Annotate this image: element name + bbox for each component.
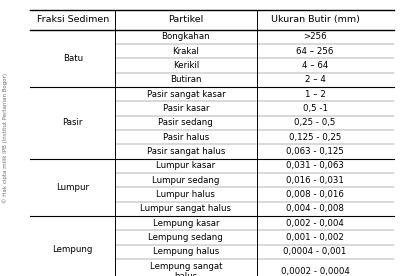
- Text: Pasir sangat halus: Pasir sangat halus: [147, 147, 225, 156]
- Text: Bongkahan: Bongkahan: [162, 32, 210, 41]
- Text: 0,5 -1: 0,5 -1: [303, 104, 328, 113]
- Text: Lumpur: Lumpur: [56, 183, 89, 192]
- Text: 0,063 - 0,125: 0,063 - 0,125: [286, 147, 344, 156]
- Text: 0,0004 - 0,001: 0,0004 - 0,001: [284, 248, 347, 256]
- Text: Lempung sangat
halus: Lempung sangat halus: [149, 262, 222, 276]
- Text: Pasir kasar: Pasir kasar: [162, 104, 209, 113]
- Text: 1 – 2: 1 – 2: [305, 90, 326, 99]
- Text: Lumpur sedang: Lumpur sedang: [152, 176, 219, 185]
- Text: Lempung sedang: Lempung sedang: [148, 233, 223, 242]
- Text: 0,031 - 0,063: 0,031 - 0,063: [286, 161, 344, 170]
- Text: 64 – 256: 64 – 256: [297, 47, 334, 55]
- Text: Pasir sangat kasar: Pasir sangat kasar: [147, 90, 225, 99]
- Text: Lempung: Lempung: [53, 245, 93, 254]
- Text: 2 – 4: 2 – 4: [305, 75, 326, 84]
- Text: 0,0002 - 0,0004: 0,0002 - 0,0004: [281, 267, 349, 276]
- Text: 0,125 - 0,25: 0,125 - 0,25: [289, 133, 341, 142]
- Text: Partikel: Partikel: [168, 15, 204, 24]
- Text: Pasir sedang: Pasir sedang: [158, 118, 213, 127]
- Text: Butiran: Butiran: [170, 75, 202, 84]
- Text: 0,016 - 0,031: 0,016 - 0,031: [286, 176, 344, 185]
- Text: Lempung kasar: Lempung kasar: [153, 219, 219, 228]
- Text: 0,008 - 0,016: 0,008 - 0,016: [286, 190, 344, 199]
- Text: Ukuran Butir (mm): Ukuran Butir (mm): [271, 15, 360, 24]
- Text: 0,004 - 0,008: 0,004 - 0,008: [286, 205, 344, 213]
- Text: >256: >256: [303, 32, 327, 41]
- Text: Lumpur sangat halus: Lumpur sangat halus: [140, 205, 231, 213]
- Text: 0,002 - 0,004: 0,002 - 0,004: [286, 219, 344, 228]
- Text: © Hak cipta milik IPB (Institut Pertanian Bogor): © Hak cipta milik IPB (Institut Pertania…: [2, 73, 8, 203]
- Text: Krakal: Krakal: [173, 47, 199, 55]
- Text: Pasir halus: Pasir halus: [163, 133, 209, 142]
- Text: Kerikil: Kerikil: [173, 61, 199, 70]
- Text: Pasir: Pasir: [63, 118, 83, 127]
- Text: Lempung halus: Lempung halus: [153, 248, 219, 256]
- Text: 0,25 - 0,5: 0,25 - 0,5: [295, 118, 336, 127]
- Text: Batu: Batu: [63, 54, 83, 63]
- Text: Fraksi Sedimen: Fraksi Sedimen: [37, 15, 109, 24]
- Text: 0,001 - 0,002: 0,001 - 0,002: [286, 233, 344, 242]
- Text: Lumpur halus: Lumpur halus: [156, 190, 215, 199]
- Text: Lumpur kasar: Lumpur kasar: [156, 161, 215, 170]
- Text: 4 – 64: 4 – 64: [302, 61, 328, 70]
